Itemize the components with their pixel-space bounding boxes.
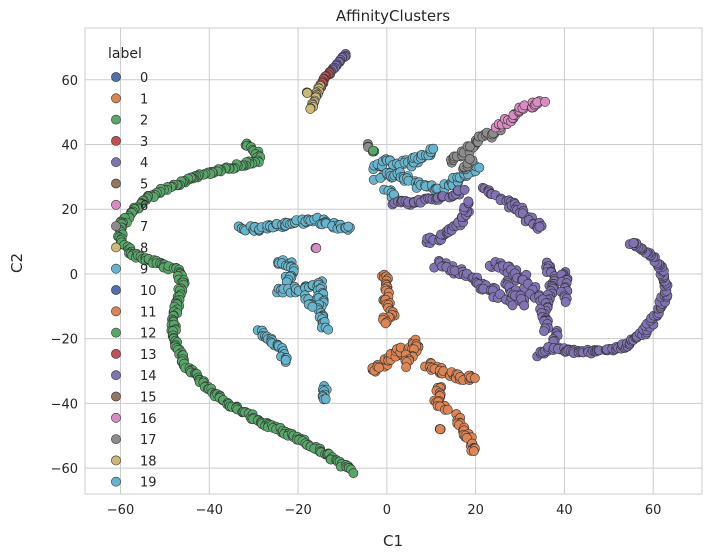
legend-marker [111, 93, 121, 104]
x-tick-label: 20 [467, 503, 484, 518]
y-tick-labels: −60 −40 −20 0 20 40 60 [51, 74, 78, 477]
data-point [401, 362, 411, 372]
legend-entry: 19 [140, 476, 157, 491]
legend-entry: 15 [140, 391, 157, 406]
data-point [280, 354, 291, 365]
legend-marker [111, 114, 121, 125]
data-point [463, 196, 474, 207]
legend-title: label [108, 46, 142, 62]
legend-entry: 11 [140, 305, 157, 320]
data-point [348, 468, 359, 479]
x-tick-label: −20 [284, 503, 311, 518]
legend-marker [111, 476, 121, 487]
x-tick-labels: −60 −40 −20 0 20 40 60 [107, 503, 662, 518]
data-point [380, 318, 391, 329]
chart-title: AffinityClusters [336, 7, 450, 25]
legend-entry: 9 [140, 263, 148, 278]
legend-entry: 18 [140, 454, 157, 469]
x-tick-label: 0 [383, 503, 391, 518]
data-point [368, 145, 379, 156]
x-tick-label: 40 [556, 503, 573, 518]
legend-entry: 2 [140, 114, 148, 129]
legend-marker [111, 135, 121, 146]
legend-entry: 17 [140, 433, 157, 448]
legend-marker [111, 263, 121, 274]
y-tick-label: −60 [51, 462, 78, 477]
data-point [449, 265, 460, 276]
data-point [465, 141, 475, 152]
legend-marker [111, 242, 121, 253]
legend-marker [111, 327, 121, 338]
legend-marker [111, 370, 121, 381]
data-point [323, 324, 334, 335]
legend-entry: 1 [140, 92, 148, 107]
legend-marker [111, 72, 121, 82]
legend-entry: 0 [140, 71, 148, 86]
data-point [311, 243, 322, 254]
legend-entry: 10 [140, 284, 157, 299]
y-tick-label: 40 [61, 139, 78, 154]
legend-marker [111, 348, 121, 359]
data-point [534, 221, 545, 232]
x-tick-label: −40 [196, 503, 223, 518]
data-point [468, 446, 479, 457]
data-point [628, 237, 639, 248]
data-point [459, 184, 470, 195]
legend-marker [111, 285, 121, 295]
legend-entry: 5 [140, 178, 148, 193]
legend-marker [111, 157, 121, 168]
x-axis-label: C1 [383, 532, 403, 550]
data-point [560, 297, 571, 307]
data-point [539, 326, 549, 336]
data-points [113, 49, 673, 479]
plot-frame [84, 27, 703, 495]
legend-entry: 3 [140, 135, 148, 150]
legend-entry: 13 [140, 348, 157, 363]
legend-entry: 14 [140, 369, 157, 384]
data-point [469, 373, 480, 384]
data-point [305, 103, 316, 114]
y-tick-label: 20 [61, 203, 78, 218]
data-point [302, 88, 313, 98]
y-tick-label: −40 [51, 397, 78, 412]
legend-entry: 6 [140, 199, 148, 214]
legend-marker [111, 434, 121, 444]
data-point [507, 300, 518, 311]
data-point [343, 221, 354, 232]
data-point [435, 424, 446, 435]
y-tick-label: −20 [51, 333, 78, 348]
x-tick-label: −60 [107, 503, 134, 518]
legend-entry: 16 [140, 412, 157, 427]
data-point [428, 143, 439, 154]
data-point [464, 154, 475, 164]
data-point [374, 362, 384, 373]
y-tick-label: 60 [61, 74, 78, 89]
legend-marker [111, 455, 121, 466]
legend-marker [111, 306, 121, 317]
legend-entry: 8 [140, 241, 148, 256]
grid [85, 28, 702, 494]
legend-marker [111, 178, 121, 189]
legend-marker [111, 391, 121, 402]
legend-marker [111, 412, 121, 423]
legend-entry: 7 [140, 220, 148, 235]
data-point [320, 394, 331, 404]
legend-entry: 4 [140, 156, 148, 171]
y-axis-label: C2 [8, 253, 26, 273]
data-point [540, 96, 550, 107]
legend-entry: 12 [140, 327, 157, 342]
legend-marker [111, 221, 121, 231]
data-point [494, 289, 505, 300]
data-point [307, 301, 318, 312]
data-point [442, 404, 453, 415]
y-tick-label: 0 [70, 268, 78, 283]
legend-marker [111, 199, 121, 210]
data-point [474, 162, 485, 173]
x-tick-label: 60 [645, 503, 662, 518]
data-point [519, 300, 530, 311]
